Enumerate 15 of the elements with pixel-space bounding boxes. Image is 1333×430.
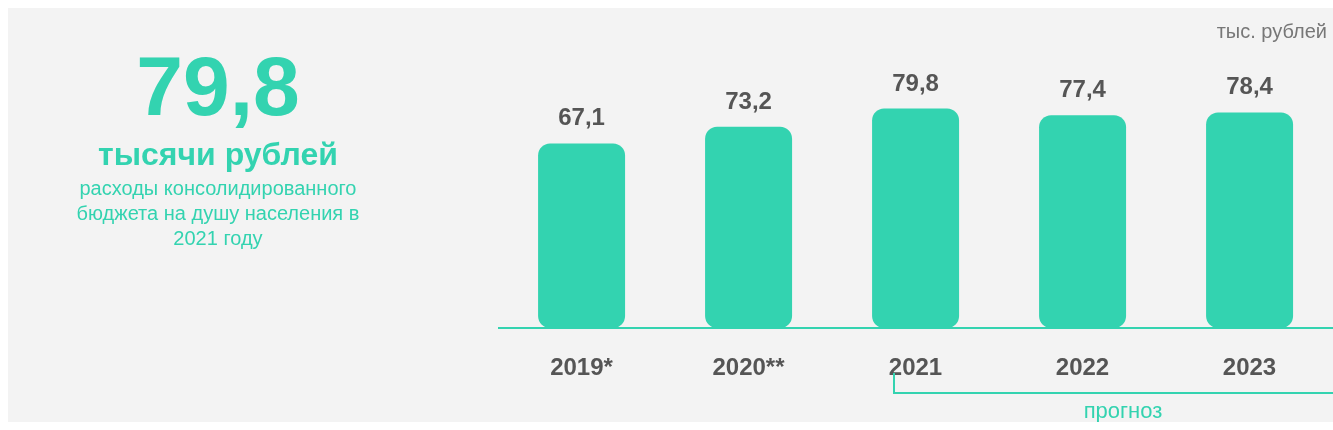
x-tick-label: 2019* xyxy=(550,353,614,381)
text: тысячи рублей xyxy=(97,135,339,174)
y-axis-title: тыс. рублей xyxy=(1216,20,1327,43)
data-label: 67,1 xyxy=(558,103,605,131)
data-label: 73,2 xyxy=(725,86,772,114)
text: 79,8 xyxy=(135,38,301,134)
text: прогноз xyxy=(1082,398,1164,424)
data-label: 79,8 xyxy=(892,68,939,96)
x-tick-label: 2022 xyxy=(1055,353,1110,381)
x-tick-label: 2020** xyxy=(712,353,786,381)
x-tick-label: 2021 xyxy=(888,353,943,381)
x-tick-label: 2023 xyxy=(1222,353,1277,381)
data-label: 77,4 xyxy=(1059,75,1107,103)
text: расходы консолидированного бюджета на душу населения в 2021 году xyxy=(75,176,361,251)
data-label: 78,4 xyxy=(1226,72,1274,100)
